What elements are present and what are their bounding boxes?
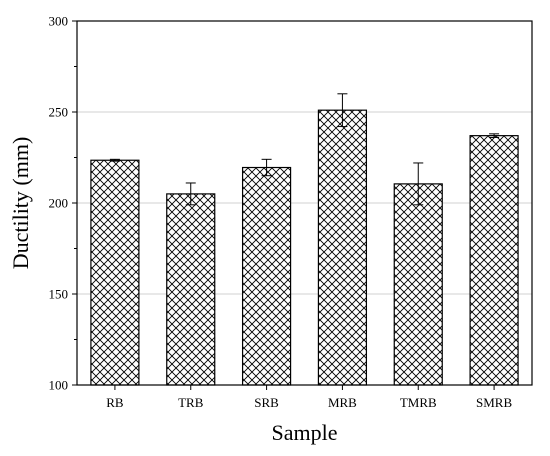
x-tick-label: SRB: [254, 395, 279, 410]
grid-lines: [77, 111, 532, 295]
x-tick-label: MRB: [328, 395, 357, 410]
bar-mrb: [317, 109, 368, 386]
bar-srb: [241, 166, 292, 386]
bar-smrb: [469, 135, 519, 386]
error-bar-srb: [261, 158, 272, 177]
error-bar-trb: [185, 182, 196, 206]
axes: [72, 20, 533, 390]
bars: [90, 93, 519, 386]
error-bar-mrb: [337, 93, 348, 128]
x-tick-label: TRB: [178, 395, 204, 410]
bar-trb: [166, 193, 216, 386]
bar-tmrb: [393, 183, 443, 386]
tick-labels: RB TRB SRB MRB TMRB SMRB 100 150 200 250 300: [49, 14, 513, 411]
x-tick-label: TMRB: [400, 395, 437, 410]
x-tick-label: RB: [106, 395, 124, 410]
error-bar-rb: [109, 158, 120, 162]
y-tick-label: 100: [49, 378, 69, 393]
error-bar-smrb: [489, 133, 500, 138]
x-tick-label: SMRB: [476, 395, 512, 410]
y-tick-label: 200: [49, 196, 69, 211]
error-bar-tmrb: [413, 162, 424, 206]
y-tick-label: 150: [49, 287, 69, 302]
bar-rb: [90, 159, 140, 386]
y-axis-title: Ductility (mm): [8, 137, 33, 270]
x-axis-title: Sample: [272, 420, 338, 445]
y-tick-label: 250: [49, 105, 69, 120]
y-tick-label: 300: [49, 14, 69, 29]
